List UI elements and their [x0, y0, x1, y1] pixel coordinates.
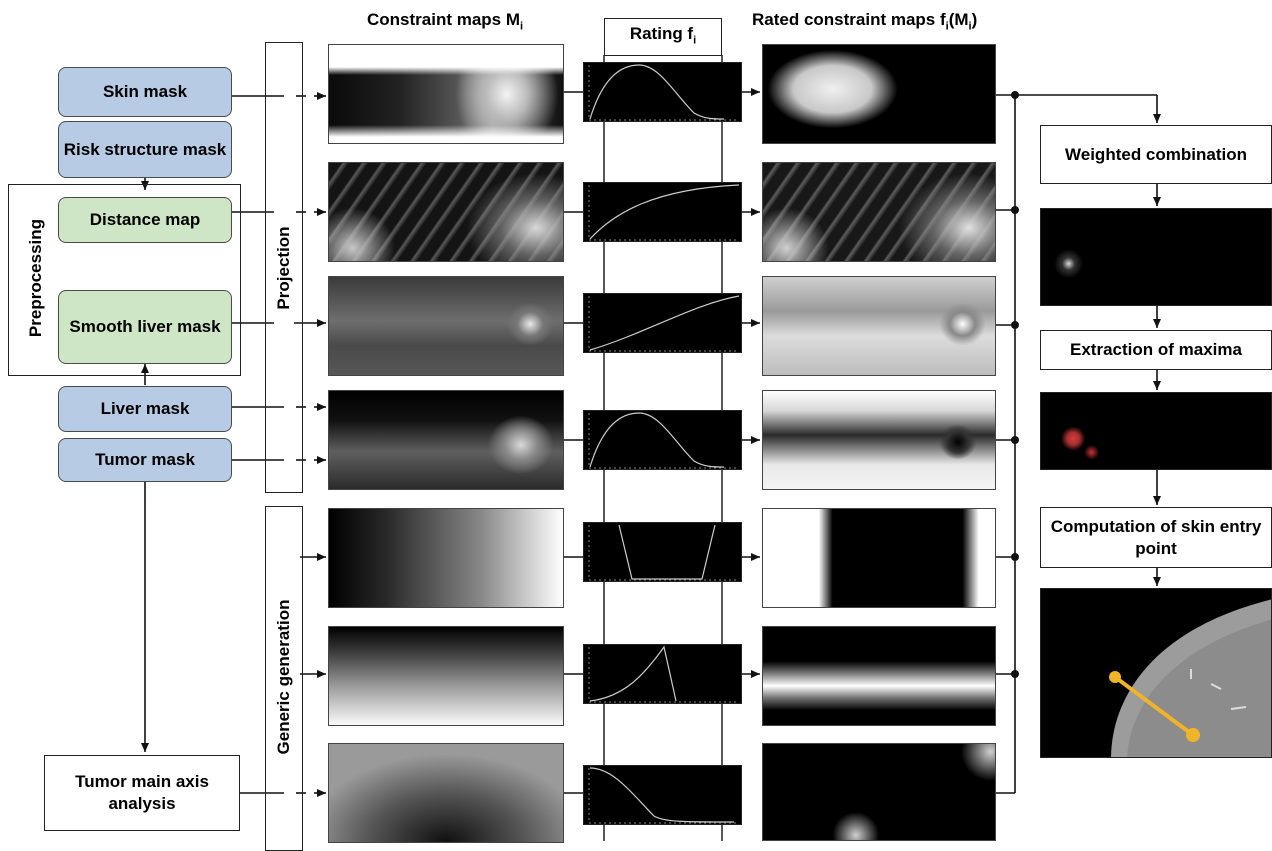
combined-map-image: [1040, 208, 1272, 306]
generic-generation-label: Generic generation: [274, 587, 294, 767]
constraint-maps-subscript: i: [520, 20, 523, 32]
rated-maps-title-suffix: ): [972, 10, 978, 29]
rating-plot-7: [583, 765, 742, 825]
constraint-maps-title: Constraint maps M: [367, 10, 520, 29]
rated-maps-header: Rated constraint maps fi(Mi): [752, 10, 977, 32]
rated-maps-title-mid: (M: [949, 10, 969, 29]
rated-map-liver: [762, 390, 996, 490]
computation-of-skin-entry-point-node: Computation of skin entry point: [1040, 507, 1272, 568]
distance-map-node: Distance map: [58, 197, 232, 243]
constraint-map-generic-3: [328, 743, 564, 843]
rated-map-generic-1: [762, 508, 996, 608]
constraint-map-smooth-liver: [328, 276, 564, 376]
constraint-map-skin: [328, 44, 564, 144]
extraction-of-maxima-node: Extraction of maxima: [1040, 330, 1272, 370]
rated-map-generic-3: [762, 743, 996, 841]
constraint-map-generic-1: [328, 508, 564, 608]
rating-plot-1: [583, 62, 742, 122]
rating-plot-5: [583, 522, 742, 582]
rating-plot-2: [583, 182, 742, 242]
preprocessing-label: Preprocessing: [26, 218, 46, 338]
rating-plot-6: [583, 644, 742, 704]
ct-slice-image: [1040, 588, 1272, 758]
rated-maps-title: Rated constraint maps f: [752, 10, 946, 29]
smooth-liver-mask-node: Smooth liver mask: [58, 290, 232, 364]
maxima-image: [1040, 392, 1272, 470]
rated-map-smooth-liver: [762, 276, 996, 376]
constraint-map-generic-2: [328, 626, 564, 726]
liver-mask-node: Liver mask: [58, 386, 232, 432]
rating-subscript: i: [693, 34, 696, 46]
constraint-map-liver: [328, 390, 564, 490]
constraint-map-distance: [328, 162, 564, 262]
constraint-maps-header: Constraint maps Mi: [367, 10, 523, 32]
rating-plot-4: [583, 410, 742, 470]
skin-mask-node: Skin mask: [58, 67, 232, 117]
projection-label: Projection: [274, 208, 294, 328]
rating-plot-3: [583, 293, 742, 353]
rating-header: Rating fi: [604, 18, 722, 56]
rated-map-generic-2: [762, 626, 996, 726]
risk-structure-mask-node: Risk structure mask: [58, 121, 232, 178]
rating-title: Rating f: [630, 24, 693, 43]
rated-map-skin: [762, 44, 996, 144]
tumor-mask-node: Tumor mask: [58, 438, 232, 482]
rated-map-distance: [762, 162, 996, 262]
tumor-main-axis-node: Tumor main axis analysis: [44, 755, 240, 831]
ct-slice-svg: [1041, 589, 1272, 758]
weighted-combination-node: Weighted combination: [1040, 125, 1272, 184]
